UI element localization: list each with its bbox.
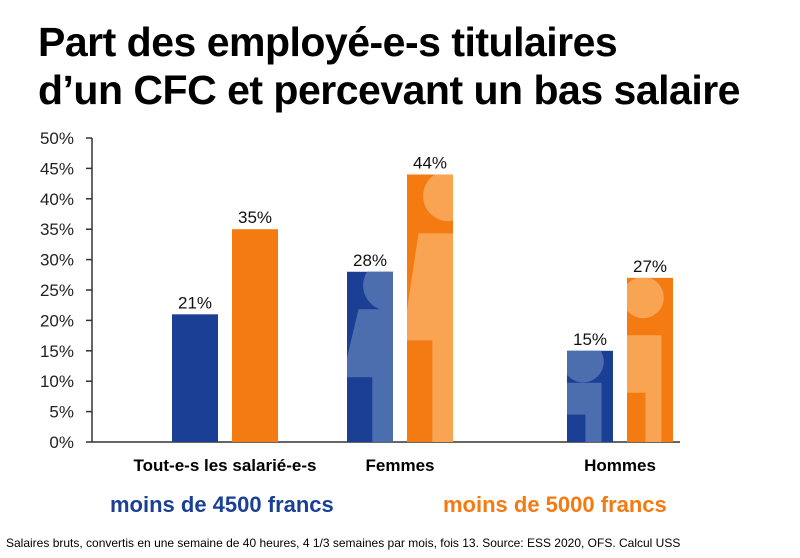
chart-title-line-2: d’un CFC et percevant un bas salaire <box>38 67 740 113</box>
y-tick-label: 50% <box>40 129 74 148</box>
y-tick-label: 45% <box>40 159 74 178</box>
y-tick-label: 15% <box>40 342 74 361</box>
man-figure-icon <box>627 335 662 442</box>
woman-figure-icon <box>347 309 393 442</box>
y-tick-label: 25% <box>40 281 74 300</box>
y-tick-label: 35% <box>40 220 74 239</box>
chart-title: Part des employé-e-s titulaires d’un CFC… <box>38 18 778 114</box>
legend-series-orange: moins de 5000 francs <box>443 492 667 517</box>
footnote: Salaires bruts, convertis en une semaine… <box>6 536 681 550</box>
bar-blue <box>172 314 218 442</box>
person-head-icon <box>627 277 664 319</box>
bar-figure-overlay <box>347 271 393 442</box>
y-tick-label: 30% <box>40 251 74 270</box>
chart-title-line-1: Part des employé-e-s titulaires <box>38 19 618 65</box>
category-label: Tout-e-s les salarié-e-s <box>134 456 317 475</box>
bar-figure-overlay <box>407 174 453 442</box>
person-head-icon <box>567 350 604 383</box>
bar-chart: 0% 5% 10% 15% 20% 25% 30% 35% 40% 45% 50% 21% 35% Tou… <box>40 129 680 475</box>
category-label: Femmes <box>366 456 435 475</box>
bar-orange <box>232 229 278 442</box>
y-tick-label: 5% <box>49 403 74 422</box>
legend-series-blue: moins de 4500 francs <box>110 492 334 517</box>
person-head-icon <box>423 174 453 222</box>
data-label: 28% <box>353 251 387 270</box>
y-tick-label: 20% <box>40 311 74 330</box>
y-tick-label: 10% <box>40 372 74 391</box>
y-tick-label: 40% <box>40 190 74 209</box>
data-label: 21% <box>178 293 212 312</box>
data-label: 35% <box>238 208 272 227</box>
person-head-icon <box>363 271 393 311</box>
man-figure-icon <box>567 382 602 442</box>
data-label: 44% <box>413 153 447 172</box>
data-label: 27% <box>633 257 667 276</box>
y-tick-label: 0% <box>49 433 74 452</box>
data-label: 15% <box>573 330 607 349</box>
bar-figure-overlay <box>627 277 664 442</box>
woman-figure-icon <box>407 233 453 442</box>
category-label: Hommes <box>584 456 656 475</box>
bar-figure-overlay <box>567 350 604 442</box>
